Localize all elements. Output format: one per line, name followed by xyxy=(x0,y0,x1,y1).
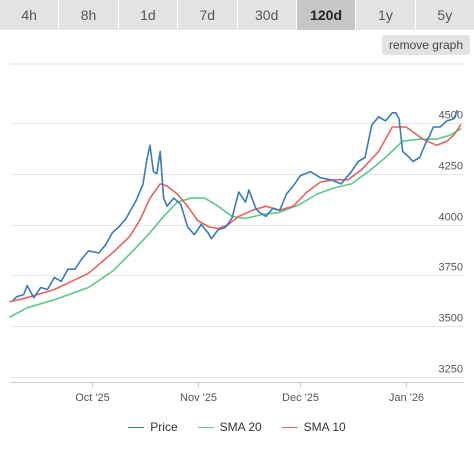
legend-item-sma-10[interactable]: SMA 10 xyxy=(281,420,346,434)
tab-7d[interactable]: 7d xyxy=(178,0,238,30)
tab-1d[interactable]: 1d xyxy=(118,0,179,30)
chart-legend: Price SMA 20 SMA 10 xyxy=(0,420,474,434)
tab-5y[interactable]: 5y xyxy=(415,0,474,30)
legend-item-price[interactable]: Price xyxy=(128,420,178,434)
y-tick-label-3250: 3250 xyxy=(439,364,463,376)
price-line xyxy=(12,109,458,301)
tab-120d[interactable]: 120d xyxy=(296,0,357,30)
timeframe-tabs: 4h 8h 1d 7d 30d 120d 1y 5y xyxy=(0,0,474,30)
tab-1y[interactable]: 1y xyxy=(356,0,416,30)
legend-swatch-sma-10 xyxy=(281,426,298,428)
x-tick-label-0: Oct '25 xyxy=(75,392,110,404)
x-tick-label-1: Nov '25 xyxy=(180,392,217,404)
y-tick-label-3750: 3750 xyxy=(439,262,463,274)
y-tick-label-4250: 4250 xyxy=(439,161,463,173)
legend-label-sma-20: SMA 20 xyxy=(219,420,262,434)
legend-label-price: Price xyxy=(150,420,178,434)
y-tick-label-4000: 4000 xyxy=(439,212,463,224)
legend-item-sma-20[interactable]: SMA 20 xyxy=(197,420,262,434)
sma-10-line xyxy=(9,124,462,303)
sma-20-line xyxy=(9,128,462,318)
tab-4h[interactable]: 4h xyxy=(0,0,60,30)
y-tick-label-3500: 3500 xyxy=(439,313,463,325)
x-tick-label-3: Jan '26 xyxy=(389,392,424,404)
remove-graph-button[interactable]: remove graph xyxy=(381,35,470,55)
tab-30d[interactable]: 30d xyxy=(237,0,297,30)
legend-swatch-price xyxy=(128,426,145,428)
legend-swatch-sma-20 xyxy=(197,426,214,428)
x-tick-label-2: Dec '25 xyxy=(282,392,319,404)
tab-8h[interactable]: 8h xyxy=(59,0,119,30)
legend-label-sma-10: SMA 10 xyxy=(303,420,346,434)
